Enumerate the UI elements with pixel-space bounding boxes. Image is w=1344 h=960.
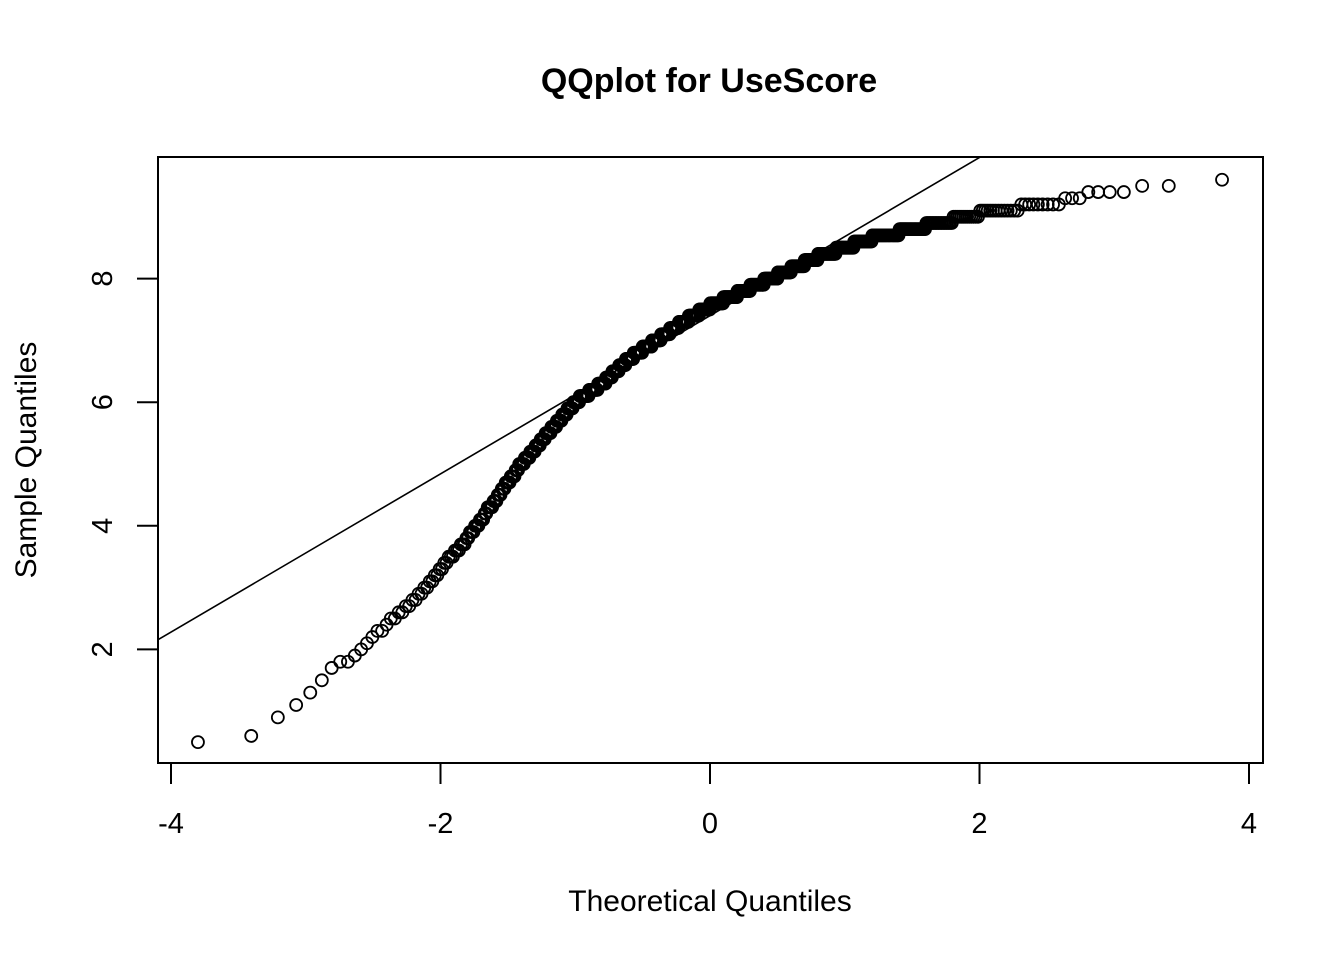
qq-point xyxy=(270,710,285,725)
qq-point xyxy=(1046,197,1060,212)
qq-point xyxy=(289,698,304,712)
y-axis-label: Sample Quantiles xyxy=(10,342,43,579)
x-axis-label: Theoretical Quantiles xyxy=(568,885,851,918)
y-tick-label: 8 xyxy=(87,271,119,287)
points-layer xyxy=(191,172,1229,749)
qq-point xyxy=(1030,197,1045,212)
y-tick-label: 6 xyxy=(87,394,119,410)
qq-point xyxy=(333,654,348,669)
qq-point xyxy=(303,685,318,700)
qq-point xyxy=(191,735,205,749)
y-tick-label: 2 xyxy=(87,641,119,657)
y-tick-label: 4 xyxy=(87,518,119,534)
qq-point xyxy=(1026,197,1041,212)
x-tick-label: 2 xyxy=(971,808,987,840)
qq-point xyxy=(1065,191,1079,206)
qq-point xyxy=(314,673,329,688)
chart-title: QQplot for UseScore xyxy=(541,62,877,100)
y-axis: 2 4 6 8 xyxy=(87,271,159,657)
x-tick-label: -4 xyxy=(158,808,184,840)
qq-point xyxy=(1135,178,1150,193)
qq-point xyxy=(1102,185,1117,199)
x-tick-label: 4 xyxy=(1241,808,1257,840)
x-tick-label: 0 xyxy=(702,808,718,840)
qq-point xyxy=(1058,191,1073,206)
qq-point xyxy=(1161,178,1176,193)
qq-point xyxy=(1081,185,1096,199)
qq-point xyxy=(1215,172,1229,187)
qq-point xyxy=(244,729,259,743)
qq-point xyxy=(370,623,385,638)
qq-point xyxy=(1116,185,1131,199)
qq-point xyxy=(1022,197,1037,212)
x-tick-label: -2 xyxy=(428,808,454,840)
qq-point xyxy=(1035,197,1050,212)
x-axis: -4 -2 0 2 4 xyxy=(158,762,1257,840)
